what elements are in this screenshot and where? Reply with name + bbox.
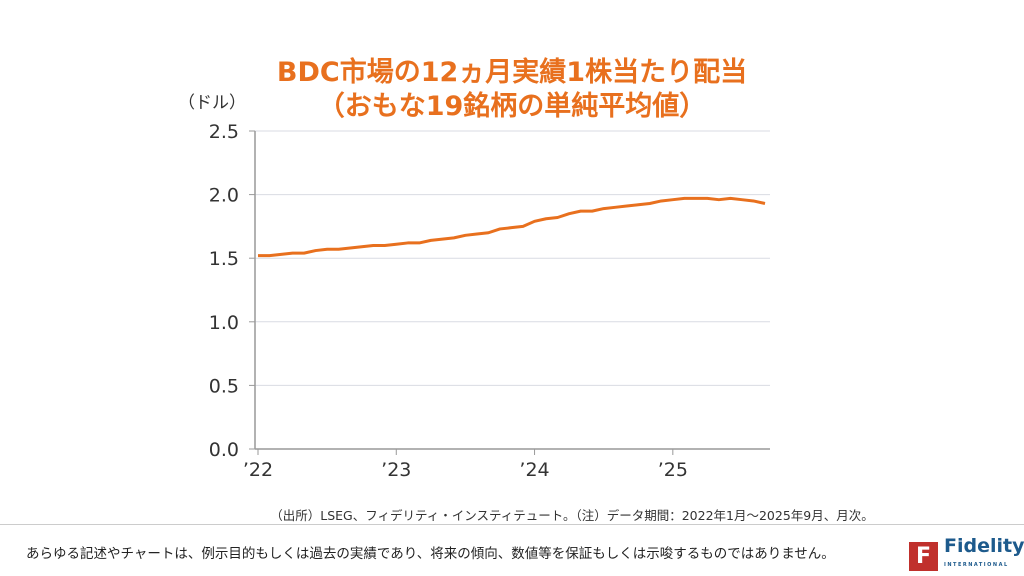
line-chart: 0.0 0.5 1.0 1.5 2.0 2.5 ’22 ’23 ’24 ’25 — [209, 121, 770, 481]
x-tick-label: ’25 — [658, 459, 688, 481]
y-tick-label: 1.5 — [209, 248, 239, 270]
x-tick-label: ’22 — [243, 459, 273, 481]
series-line — [258, 196, 766, 258]
chart-title: BDC市場の12ヵ月実績1株当たり配当 — [276, 57, 748, 88]
y-tick-label: 1.0 — [209, 312, 239, 334]
logo-text: Fidelity INTERNATIONAL — [944, 535, 1024, 569]
logo-mark: F — [909, 541, 938, 571]
chart-subtitle: （おもな19銘柄の単純平均値） — [317, 91, 707, 122]
x-tick-label: ’23 — [381, 459, 411, 481]
y-tick-label: 2.5 — [209, 121, 239, 143]
disclaimer: あらゆる記述やチャートは、例示目的もしくは過去の実績であり、将来の傾向、数値等を… — [26, 546, 835, 562]
x-tick-label: ’24 — [519, 459, 549, 481]
y-tick-label: 2.0 — [209, 185, 239, 207]
fidelity-logo: F Fidelity INTERNATIONAL — [909, 537, 1024, 575]
source-note: （出所）LSEG、フィデリティ・インスティテュート。（注）データ期間：2022年… — [270, 508, 874, 523]
divider — [0, 524, 1024, 525]
y-tick-label: 0.5 — [209, 375, 239, 397]
y-tick-label: 0.0 — [209, 439, 239, 461]
y-axis-unit: （ドル） — [178, 93, 246, 113]
